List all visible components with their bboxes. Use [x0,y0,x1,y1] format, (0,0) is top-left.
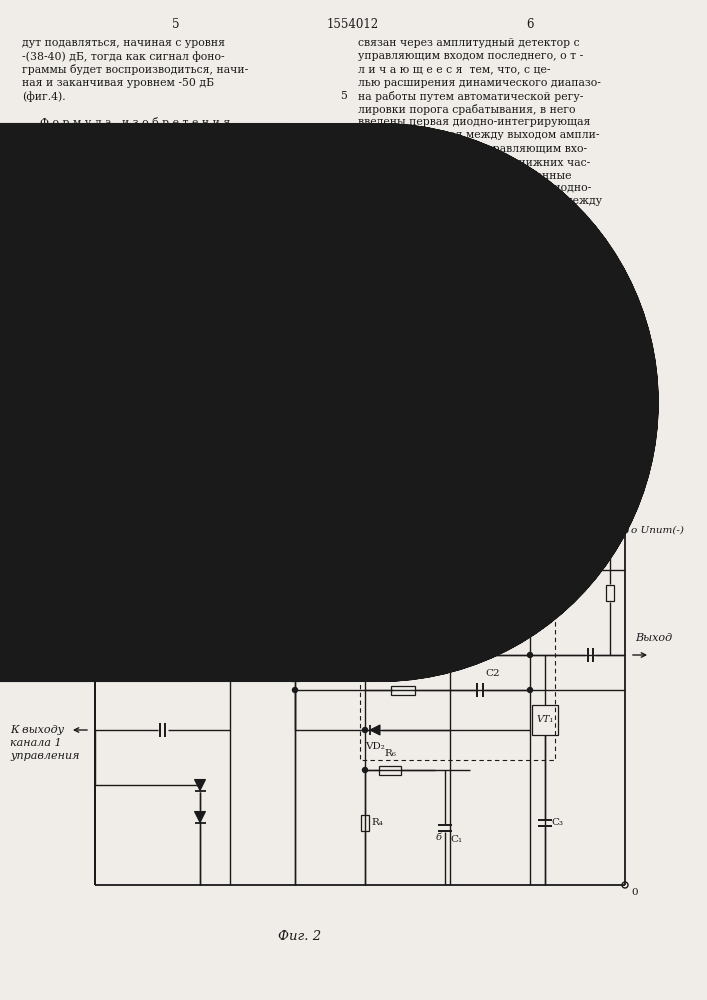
Text: тудного детектора и управляющим вхо-: тудного детектора и управляющим вхо- [358,144,587,154]
Text: 2: 2 [237,391,253,414]
Text: равляемого фильтра нижних частот.: равляемого фильтра нижних частот. [358,236,570,247]
Text: лировки порога срабатывания, в него: лировки порога срабатывания, в него [358,104,575,115]
Text: 4: 4 [425,391,441,414]
Bar [360,560,555,760]
Polygon shape [402,650,412,660]
Text: на работы путем автоматической регу-: на работы путем автоматической регу- [358,91,583,102]
Bar [361,814,369,830]
Text: 5: 5 [430,320,446,342]
Circle shape [293,652,298,658]
Circle shape [293,612,298,617]
Text: Ф о р м у л а   и з о б р е т е н и я: Ф о р м у л а и з о б р е т е н и я [40,117,230,128]
Bar [303,375,375,430]
Text: полнительным управляющим входом уп-: полнительным управляющим входом уп- [358,223,593,233]
Text: Устройство для понижения шума фо-: Устройство для понижения шума фо- [22,144,252,154]
Bar [397,375,469,430]
Text: C2: C2 [485,669,500,678]
Text: канала 1: канала 1 [10,738,62,748]
Text: ройства, и канал управления, вход: ройства, и канал управления, вход [22,210,223,220]
Bar [270,535,360,615]
Text: 6: 6 [526,18,534,31]
Text: которого соединен с входом управляе-: которого соединен с входом управляе- [22,223,245,233]
Text: б: б [436,832,442,842]
Bar [532,705,558,735]
Text: R₃: R₃ [301,668,312,677]
Text: 1: 1 [143,391,159,414]
Polygon shape [194,780,206,790]
Text: граммы будет воспроизводиться, начи-: граммы будет воспроизводиться, начи- [22,64,248,75]
Text: управления: управления [10,751,79,761]
Circle shape [363,768,368,772]
Text: мого фильтра нижних частот, а выход: мого фильтра нижних частот, а выход [22,236,242,247]
Text: 3: 3 [331,391,347,414]
Text: управляющим входом последнего, о т -: управляющим входом последнего, о т - [358,51,583,61]
Bar [606,584,614,600]
Text: выходом амплитудного детектора и до-: выходом амплитудного детектора и до- [358,210,585,220]
Text: связан через амплитудный детектор с: связан через амплитудный детектор с [358,38,580,48]
Bar [390,686,414,694]
Text: К выходу: К выходу [10,725,64,735]
Text: R₆: R₆ [384,749,396,758]
Text: R5: R5 [395,669,409,678]
Text: Фиг. 1: Фиг. 1 [332,470,375,483]
Text: лью расширения динамического диапазо-: лью расширения динамического диапазо- [358,78,601,88]
Text: Фиг. 2: Фиг. 2 [279,930,322,943]
Text: л и ч а ю щ е е с я  тем, что, с це-: л и ч а ю щ е е с я тем, что, с це- [358,64,551,74]
Text: тот, вход и выход которого являются: тот, вход и выход которого являются [22,183,235,193]
Text: 5: 5 [173,18,180,31]
Text: нограммы при воспроизведении, содер-: нограммы при воспроизведении, содер- [22,157,252,167]
Text: соответственно входом и выходом уст-: соответственно входом и выходом уст- [22,196,244,206]
Text: 10: 10 [337,157,351,167]
Polygon shape [194,812,206,822]
Bar [209,375,281,430]
Polygon shape [370,725,380,735]
Text: R₄: R₄ [371,818,383,827]
Bar [291,554,299,570]
Text: -(38-40) дБ, тогда как сигнал фоно-: -(38-40) дБ, тогда как сигнал фоно- [22,51,225,62]
Text: VD₂: VD₂ [365,742,385,751]
Text: C₃: C₃ [551,818,563,827]
Circle shape [527,652,532,658]
Text: 5: 5 [341,91,347,101]
Text: Ко входу: Ко входу [10,567,62,577]
Text: интегрирующая цепь, включенные между: интегрирующая цепь, включенные между [358,196,602,206]
Text: дут подавляться, начиная с уровня: дут подавляться, начиная с уровня [22,38,225,48]
Text: жащее управляемый фильтр нижних час-: жащее управляемый фильтр нижних час- [22,170,262,181]
Bar [291,664,299,680]
Bar [406,305,470,357]
Bar [115,375,187,430]
Text: ная и заканчивая уровнем -50 дБ: ная и заканчивая уровнем -50 дБ [22,78,214,88]
Text: (фиг.4).: (фиг.4). [22,91,66,102]
Text: VD₁: VD₁ [397,634,417,643]
Text: R₂: R₂ [301,631,313,640]
Text: VT₁: VT₁ [537,716,554,724]
Bar [379,766,401,774]
Text: введены первая диодно-интегрирующая: введены первая диодно-интегрирующая [358,117,590,127]
Text: C₁: C₁ [450,836,462,844]
Text: R₁: R₁ [301,558,313,567]
Text: 0: 0 [631,888,638,897]
Circle shape [527,688,532,692]
Text: цепь, включенная между выходом ампли-: цепь, включенная между выходом ампли- [358,130,600,140]
Text: о Uпит(-): о Uпит(-) [631,526,684,534]
Text: 1554012: 1554012 [327,18,379,31]
Bar [291,627,299,643]
Text: тот, и последовательно соединенные: тот, и последовательно соединенные [358,170,571,180]
Text: дом управляемого фильтра нижних час-: дом управляемого фильтра нижних час- [358,157,590,168]
Circle shape [363,728,368,732]
Text: 7: 7 [464,562,472,575]
Text: Выход: Выход [635,633,672,643]
Text: делитель напряжения и вторая  диодно-: делитель напряжения и вторая диодно- [358,183,591,193]
Circle shape [293,688,298,692]
Text: 15: 15 [337,223,351,233]
Text: 3: 3 [326,520,334,533]
